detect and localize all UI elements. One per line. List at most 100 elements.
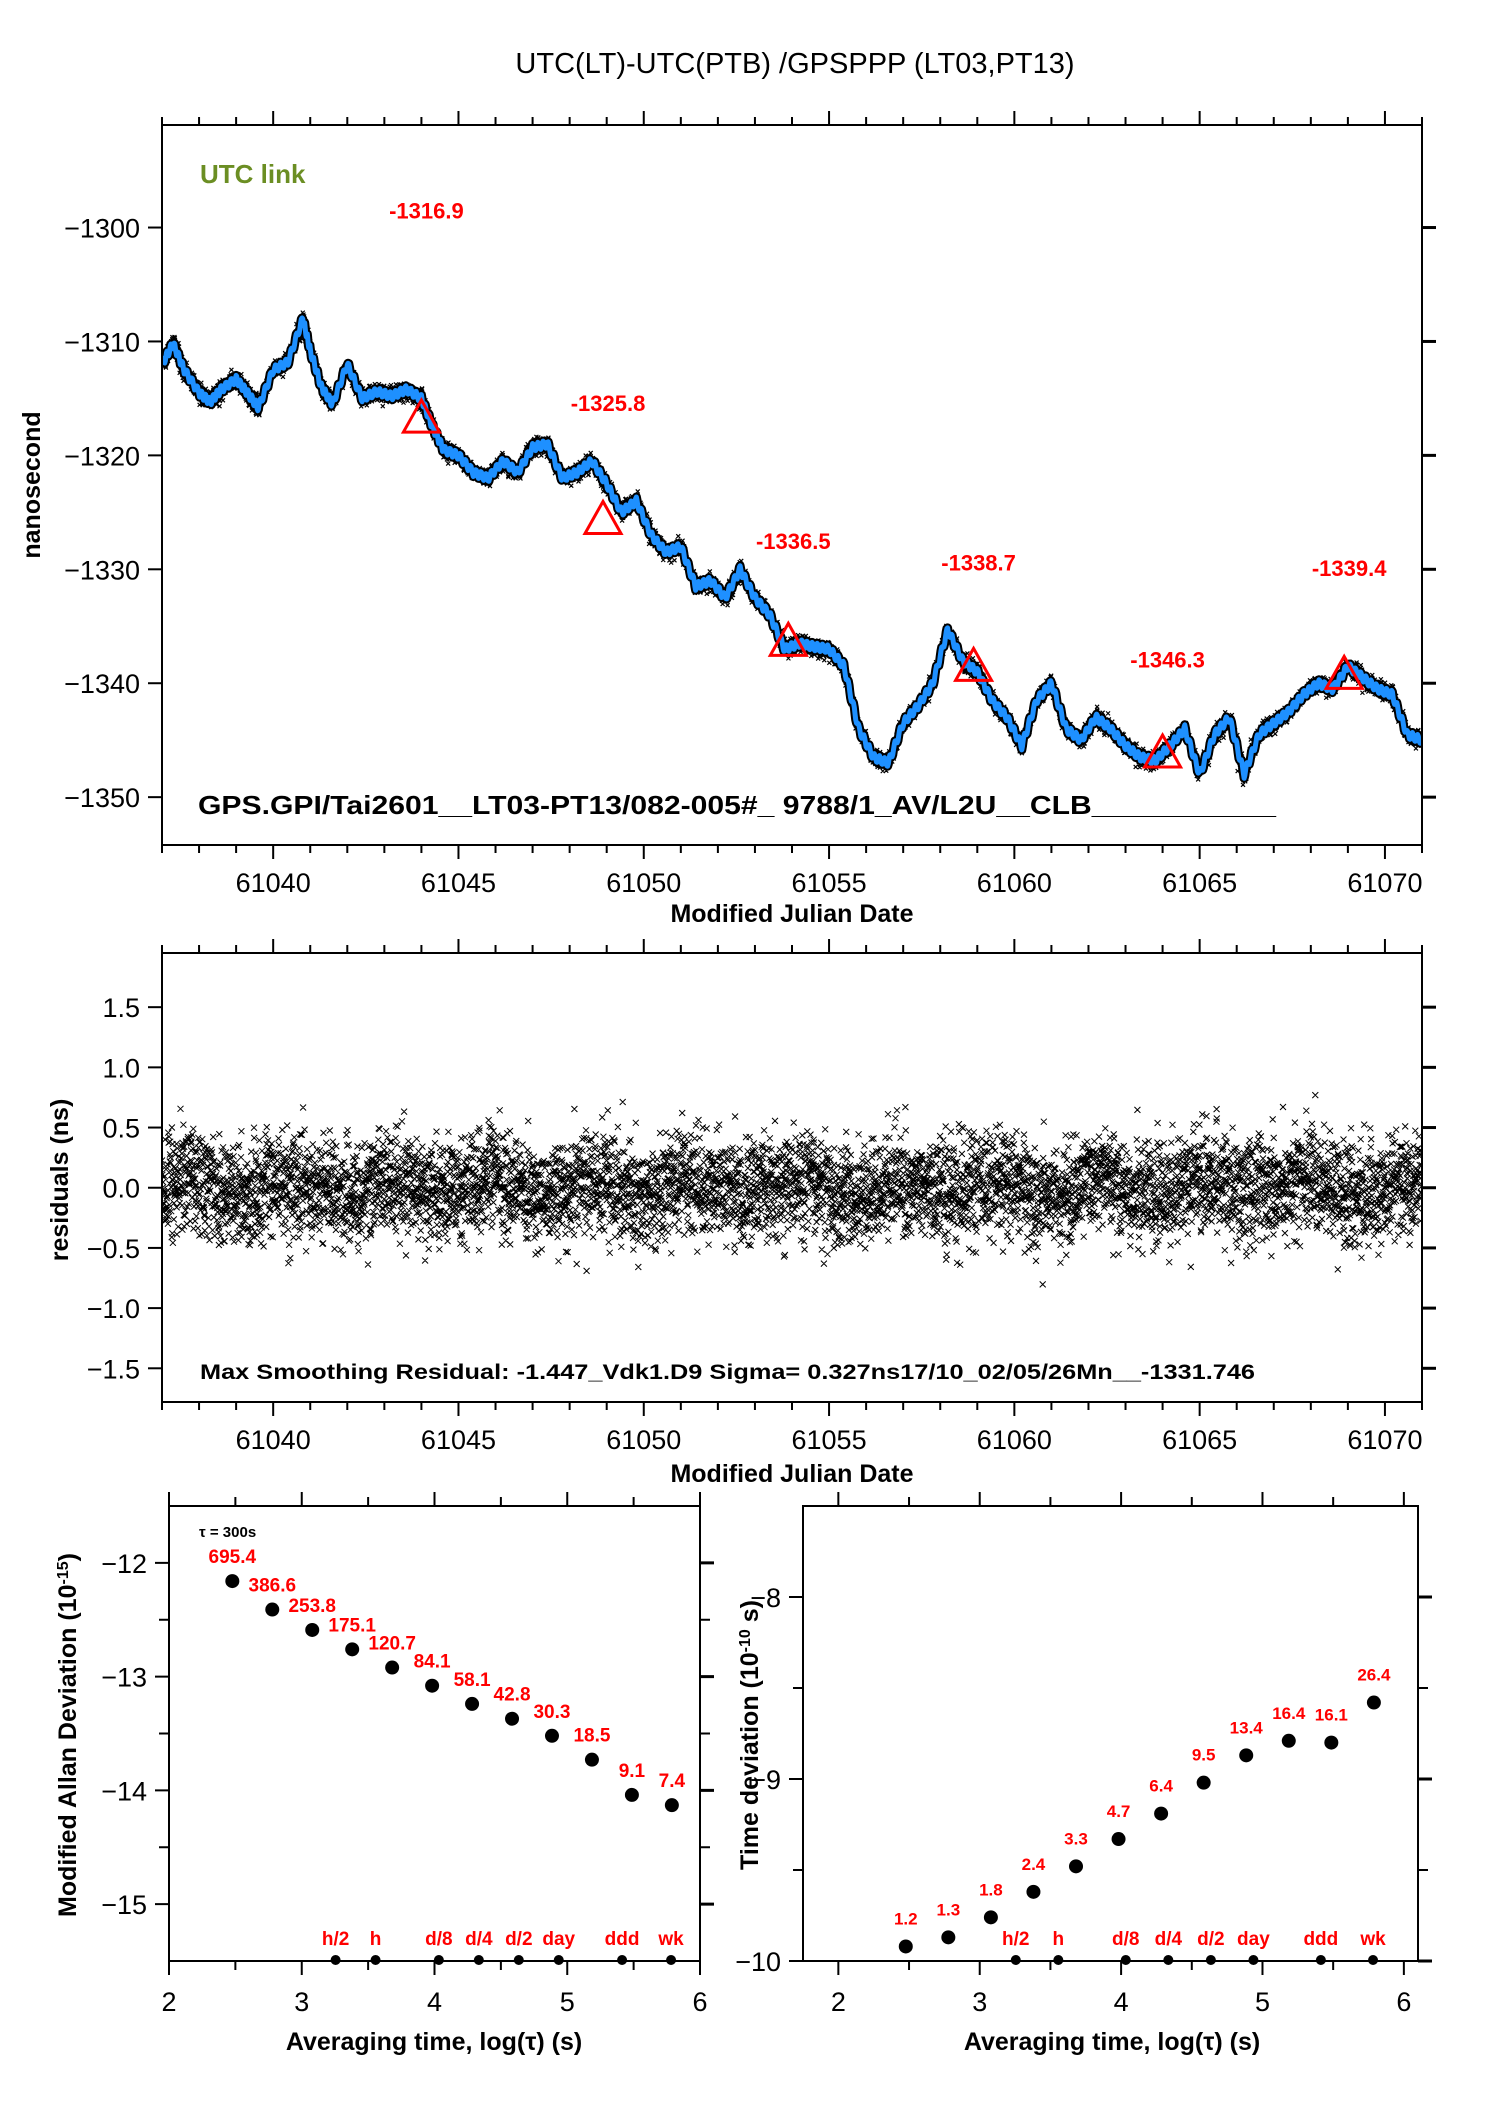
x-axis-label: Averaging time, log(τ) (s) (286, 2028, 582, 2056)
x-tick-label: 61060 (977, 868, 1052, 898)
data-value-label: 6.4 (1149, 1777, 1173, 1796)
y-tick-label: −13 (101, 1663, 147, 1693)
data-point (898, 1939, 913, 1954)
period-marker-dot (433, 1955, 444, 1965)
data-value-label: 253.8 (288, 1596, 336, 1617)
data-value-label: 1.2 (894, 1909, 918, 1928)
data-value-label: 84.1 (414, 1652, 451, 1673)
x-tick-label: 61065 (1162, 868, 1237, 898)
y-tick-label: 1.0 (102, 1053, 140, 1083)
data-value-label: 26.4 (1357, 1666, 1391, 1685)
period-marker-label: wk (1359, 1929, 1386, 1950)
data-points: 1.2 1.3 1.8 2.4 3.3 4.7 6.4 9.5 13.4 16.4 16.1 26.4… (894, 1666, 1391, 1965)
y-tick-label: 0.5 (102, 1114, 140, 1144)
y-tick-label: −1330 (64, 555, 140, 585)
period-marker-label: h/2 (322, 1929, 349, 1950)
data-point (983, 1910, 998, 1925)
y-tick-label: −0.5 (87, 1234, 140, 1264)
x-tick-label: 61070 (1347, 868, 1422, 898)
data-point (225, 1574, 240, 1589)
x-tick-label: 61055 (792, 868, 867, 898)
period-marker-dot (666, 1955, 677, 1965)
residuals-plot: 61040 61045 61050 61055 61060 61065 61070 1.5 1.… (46, 939, 1436, 1488)
data-value-label: 1.8 (979, 1880, 1003, 1899)
period-marker-dot (1053, 1955, 1064, 1965)
data-points: 695.4 386.6253.8175.1120.784.158.142.830.… (209, 1547, 685, 1965)
x-tick-label: 3 (294, 1987, 309, 2017)
triangle-marker (767, 620, 809, 657)
data-value-label: 9.1 (619, 1761, 646, 1782)
period-marker-dot (1205, 1955, 1216, 1965)
triangle-marker (400, 397, 442, 434)
x-tick-label: 2 (161, 1987, 176, 2017)
x-tick-label: 6 (692, 1987, 707, 2017)
tau-annotation: τ = 300s (199, 1524, 256, 1541)
plot-frame (802, 1505, 1419, 1962)
y-axis-label: Modified Allan Deviation (10-15) (54, 1553, 82, 1917)
period-marker-dot (617, 1955, 628, 1965)
y-tick-label: −1350 (64, 783, 140, 813)
period-marker-label: day (542, 1929, 575, 1950)
data-value-label: 13.4 (1230, 1718, 1264, 1737)
marker-group: -1316.9 -1325.8 -1336.5 -1338.7 -1346.3 -1339… (389, 198, 1387, 769)
period-marker-label: d/8 (425, 1929, 452, 1950)
data-point (664, 1798, 679, 1813)
period-marker-label: ddd (1303, 1929, 1338, 1950)
plot-frame (168, 1505, 701, 1962)
x-axis-label: Modified Julian Date (670, 1460, 913, 1488)
period-marker-label: day (1237, 1929, 1270, 1950)
x-tick-label: 61045 (421, 868, 496, 898)
data-value-label: 16.4 (1272, 1704, 1306, 1723)
data-point (385, 1660, 400, 1675)
data-value-label: 18.5 (573, 1726, 610, 1747)
data-value-label: 9.5 (1192, 1746, 1216, 1765)
x-axis-label: Modified Julian Date (670, 900, 913, 928)
data-point (305, 1622, 320, 1637)
triangle-marker (582, 498, 624, 535)
x-tick-label: 5 (1255, 1987, 1270, 2017)
data-value-label: 1.3 (937, 1900, 961, 1919)
axis-ticks: 2 3 4 5 6 −12 −13 −14 −15 (101, 1492, 714, 2017)
y-axis-label: Time deviation (10-10 s) (736, 1600, 764, 1870)
data-point (1026, 1884, 1041, 1899)
y-tick-label: −9 (750, 1765, 781, 1795)
triangle-marker (953, 645, 995, 682)
x-tick-label: 5 (560, 1987, 575, 2017)
data-point (624, 1787, 639, 1802)
x-tick-label: 6 (1396, 1987, 1411, 2017)
y-tick-label: −1310 (64, 327, 140, 357)
marker-value-label: -1338.7 (941, 550, 1016, 575)
data-value-label: 120.7 (368, 1634, 416, 1655)
period-marker-dot (473, 1955, 484, 1965)
period-marker-dot (330, 1955, 341, 1965)
period-marker-label: wk (657, 1929, 684, 1950)
axis-ticks: 61040 61045 61050 61055 61060 61065 61070 −1300… (64, 111, 1436, 898)
marker-value-label: -1346.3 (1130, 647, 1205, 672)
period-marker-dot (1120, 1955, 1131, 1965)
period-marker-dot (513, 1955, 524, 1965)
period-marker-label: d/4 (465, 1929, 493, 1950)
x-tick-label: 4 (1114, 1987, 1129, 2017)
data-value-label: 42.8 (494, 1685, 531, 1706)
y-tick-label: −10 (735, 1947, 781, 1977)
y-tick-label: −1340 (64, 669, 140, 699)
x-axis-label: Averaging time, log(τ) (s) (964, 2028, 1260, 2056)
data-point (1154, 1806, 1169, 1821)
data-point (465, 1696, 480, 1711)
triangle-marker (1323, 653, 1365, 690)
period-marker-label: ddd (605, 1929, 640, 1950)
axis-ticks: 2 3 4 5 6 −8 −9 −10 (735, 1492, 1432, 2017)
marker-value-label: -1325.8 (571, 391, 646, 416)
y-tick-label: −1.5 (87, 1354, 140, 1384)
x-tick-label: 61050 (606, 1425, 681, 1455)
x-tick-label: 61050 (606, 868, 681, 898)
period-marker-dot (370, 1955, 381, 1965)
y-tick-label: −1.0 (87, 1294, 140, 1324)
period-marker-label: d/2 (505, 1929, 532, 1950)
data-value-label: 695.4 (209, 1547, 257, 1568)
y-tick-label: −1320 (64, 441, 140, 471)
period-marker-dot (1248, 1955, 1259, 1965)
mdev-plot: 2 3 4 5 6 −12 −13 −14 −15 695.4 386.6253.8175.112… (54, 1492, 714, 2056)
data-value-label: 386.6 (249, 1576, 297, 1597)
